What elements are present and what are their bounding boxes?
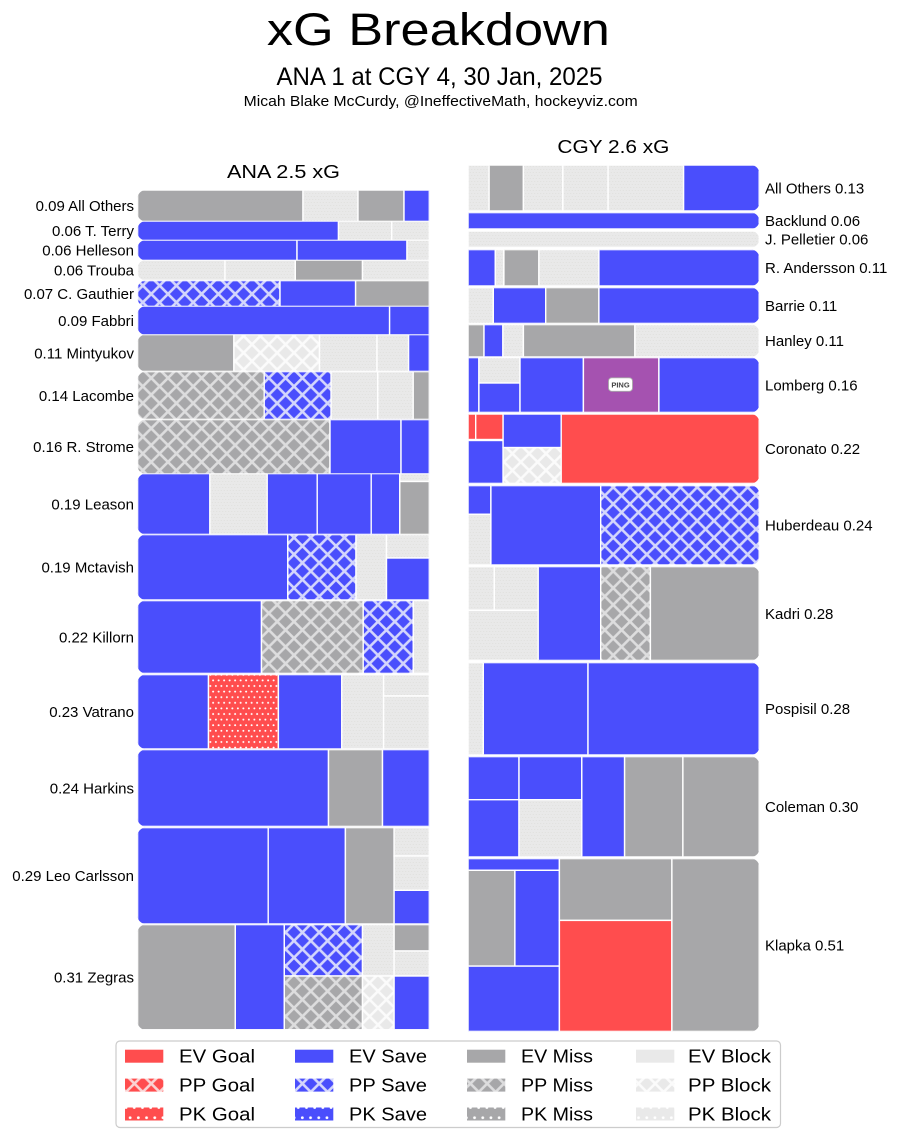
svg-text:Pospisil 0.28: Pospisil 0.28 bbox=[765, 701, 850, 718]
svg-text:0.24 Harkins: 0.24 Harkins bbox=[50, 780, 134, 797]
svg-text:0.16 R. Strome: 0.16 R. Strome bbox=[33, 439, 134, 456]
svg-text:ANA 1 at CGY 4, 30 Jan, 2025: ANA 1 at CGY 4, 30 Jan, 2025 bbox=[277, 63, 603, 91]
svg-text:0.11 Mintyukov: 0.11 Mintyukov bbox=[34, 345, 134, 362]
svg-text:Hanley 0.11: Hanley 0.11 bbox=[765, 333, 844, 350]
svg-text:J. Pelletier 0.06: J. Pelletier 0.06 bbox=[765, 232, 868, 249]
svg-text:ANA 2.5 xG: ANA 2.5 xG bbox=[227, 162, 340, 182]
svg-text:0.19 Leason: 0.19 Leason bbox=[51, 496, 134, 513]
svg-text:0.29 Leo Carlsson: 0.29 Leo Carlsson bbox=[12, 868, 134, 885]
svg-text:Coleman 0.30: Coleman 0.30 bbox=[765, 799, 858, 816]
svg-text:PP Goal: PP Goal bbox=[179, 1075, 255, 1095]
svg-text:EV Goal: EV Goal bbox=[179, 1047, 255, 1067]
svg-text:0.06 T. Terry: 0.06 T. Terry bbox=[52, 223, 134, 240]
svg-text:EV Miss: EV Miss bbox=[521, 1047, 593, 1067]
svg-text:R. Andersson 0.11: R. Andersson 0.11 bbox=[765, 260, 887, 277]
svg-text:PP Save: PP Save bbox=[349, 1075, 427, 1095]
svg-text:0.19 Mctavish: 0.19 Mctavish bbox=[41, 560, 134, 577]
svg-text:0.14 Lacombe: 0.14 Lacombe bbox=[39, 388, 134, 405]
svg-text:PK Block: PK Block bbox=[688, 1104, 772, 1124]
svg-text:Micah Blake McCurdy, @Ineffect: Micah Blake McCurdy, @IneffectiveMath, h… bbox=[244, 94, 638, 110]
svg-text:EV Block: EV Block bbox=[688, 1047, 772, 1067]
svg-text:All Others 0.13: All Others 0.13 bbox=[765, 180, 864, 197]
svg-text:0.07 C. Gauthier: 0.07 C. Gauthier bbox=[24, 286, 134, 303]
svg-text:PING: PING bbox=[611, 380, 630, 389]
svg-text:PK Miss: PK Miss bbox=[521, 1104, 593, 1124]
svg-text:0.06 Trouba: 0.06 Trouba bbox=[54, 263, 135, 280]
svg-text:PK Goal: PK Goal bbox=[179, 1104, 255, 1124]
svg-text:xG Breakdown: xG Breakdown bbox=[267, 4, 610, 55]
svg-text:Backlund 0.06: Backlund 0.06 bbox=[765, 213, 860, 230]
svg-text:Barrie 0.11: Barrie 0.11 bbox=[765, 298, 837, 315]
svg-text:Coronato 0.22: Coronato 0.22 bbox=[765, 441, 860, 458]
svg-text:0.31 Zegras: 0.31 Zegras bbox=[54, 969, 134, 986]
svg-text:PP Miss: PP Miss bbox=[521, 1075, 593, 1095]
svg-text:Huberdeau 0.24: Huberdeau 0.24 bbox=[765, 518, 873, 535]
svg-text:PK Save: PK Save bbox=[349, 1104, 427, 1124]
svg-text:0.22 Killorn: 0.22 Killorn bbox=[59, 629, 134, 646]
svg-text:PP Block: PP Block bbox=[688, 1075, 772, 1095]
svg-text:0.23 Vatrano: 0.23 Vatrano bbox=[49, 704, 134, 721]
svg-text:Lomberg 0.16: Lomberg 0.16 bbox=[765, 377, 858, 394]
svg-text:CGY 2.6 xG: CGY 2.6 xG bbox=[557, 136, 669, 157]
svg-text:0.06 Helleson: 0.06 Helleson bbox=[42, 243, 134, 260]
svg-text:0.09 All Others: 0.09 All Others bbox=[36, 198, 134, 215]
svg-text:0.09 Fabbri: 0.09 Fabbri bbox=[58, 313, 134, 330]
svg-text:EV Save: EV Save bbox=[349, 1047, 427, 1067]
svg-text:Klapka 0.51: Klapka 0.51 bbox=[765, 937, 844, 954]
svg-text:Kadri 0.28: Kadri 0.28 bbox=[765, 606, 833, 623]
